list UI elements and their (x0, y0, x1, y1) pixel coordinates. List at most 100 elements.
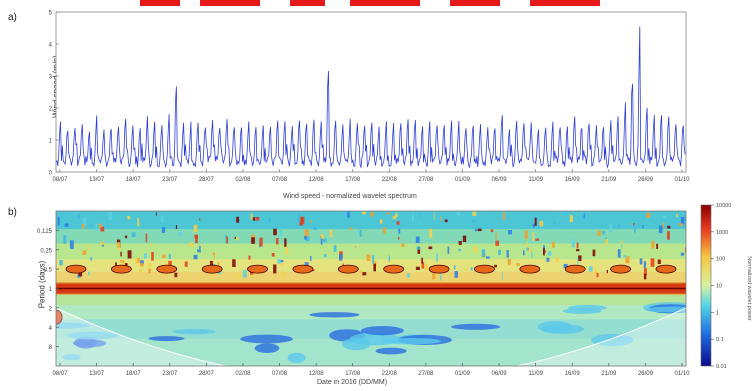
x-tick-label-b: 21/09 (601, 371, 617, 377)
power-cell (420, 213, 422, 218)
power-cell (662, 222, 664, 229)
power-cell (279, 260, 284, 263)
power-cell (197, 249, 200, 253)
power-cell (583, 213, 585, 219)
power-cell (494, 264, 497, 268)
power-cell (421, 257, 423, 264)
power-cell (564, 212, 567, 215)
x-tick-label-b: 26/09 (638, 371, 654, 377)
power-cell (625, 256, 630, 264)
power-cell (454, 271, 458, 278)
power-cell (569, 215, 573, 223)
low-power-region (341, 338, 371, 351)
power-cell (588, 266, 593, 272)
power-cell (297, 214, 301, 222)
power-cell (124, 235, 128, 239)
colorbar-tick-label: 10 (716, 284, 722, 290)
power-cell (174, 272, 178, 278)
power-cell (324, 254, 327, 258)
cone-of-influence (56, 211, 686, 366)
power-cell (642, 225, 644, 229)
power-cell (145, 233, 148, 243)
power-cell (432, 272, 436, 280)
power-cell (527, 241, 528, 248)
power-cell (373, 263, 376, 272)
significant-blob-halfday (474, 264, 495, 274)
power-cell (526, 247, 529, 251)
x-tick-label-a: 01/09 (455, 177, 471, 183)
power-cell (273, 264, 277, 274)
power-cell (475, 229, 478, 232)
colorbar-tick-label: 1000 (716, 230, 728, 236)
power-cell (120, 251, 122, 257)
power-cell (524, 230, 528, 240)
low-power-region (240, 334, 293, 344)
power-cell (553, 221, 555, 225)
power-cell (178, 231, 183, 237)
power-cell (398, 228, 401, 234)
x-tick-label-a: 18/07 (126, 177, 142, 183)
power-cell (646, 212, 651, 218)
x-tick-label-a: 13/07 (89, 177, 105, 183)
low-power-region (568, 304, 607, 311)
low-power-region (309, 312, 360, 318)
power-cell (596, 273, 599, 278)
colorbar-tick-label: 100 (716, 257, 725, 263)
significant-blob-halfday (201, 264, 223, 274)
x-tick-label-a: 27/08 (418, 177, 434, 183)
power-cell (544, 250, 546, 253)
power-cell (658, 225, 663, 234)
significant-blob-halfday (65, 264, 87, 274)
power-cell (64, 223, 69, 227)
power-cell (387, 212, 390, 215)
power-cell (650, 258, 655, 267)
power-cell (310, 220, 312, 223)
power-cell (501, 271, 503, 280)
power-cell (212, 252, 215, 255)
significant-blob-halfday (564, 264, 586, 274)
x-tick-label-b: 02/08 (235, 371, 251, 377)
power-cell (329, 230, 333, 238)
power-cell (398, 236, 400, 240)
power-cell (333, 245, 337, 252)
wind-speed-series (55, 26, 686, 169)
power-cell (495, 232, 497, 240)
power-cell (149, 243, 152, 246)
power-cell (506, 250, 509, 258)
power-band (56, 294, 686, 305)
power-cell (576, 242, 579, 249)
power-cell (415, 236, 420, 243)
power-cell (465, 268, 468, 271)
power-cell (657, 259, 661, 264)
panel-a-letter: a) (8, 12, 17, 23)
power-cell (678, 223, 683, 227)
power-cell (120, 260, 124, 263)
power-cell (429, 228, 433, 238)
x-tick-label-b: 13/07 (89, 371, 105, 377)
y-tick-label-b: 8 (49, 345, 53, 351)
x-tick-label-a: 21/09 (601, 177, 617, 183)
power-cell (189, 242, 194, 247)
power-cell (417, 246, 421, 254)
colorbar-tick-label: 0.01 (716, 364, 727, 370)
low-power-region (148, 336, 185, 342)
power-cell (199, 218, 201, 221)
power-cell (236, 237, 239, 241)
low-power-region (62, 354, 81, 361)
power-cell (137, 218, 140, 227)
power-cell (428, 246, 433, 250)
power-cell (116, 242, 121, 250)
power-cell (90, 257, 93, 261)
power-band (56, 243, 686, 260)
power-cell (168, 254, 171, 259)
power-cell (576, 249, 580, 252)
power-cell (546, 257, 550, 262)
x-tick-label-a: 12/08 (309, 177, 325, 183)
power-cell (633, 223, 635, 226)
power-cell (539, 220, 544, 227)
y-tick-label-a: 1 (49, 139, 53, 145)
power-cell (175, 225, 178, 229)
low-power-region (382, 338, 442, 345)
power-cell (248, 255, 251, 260)
